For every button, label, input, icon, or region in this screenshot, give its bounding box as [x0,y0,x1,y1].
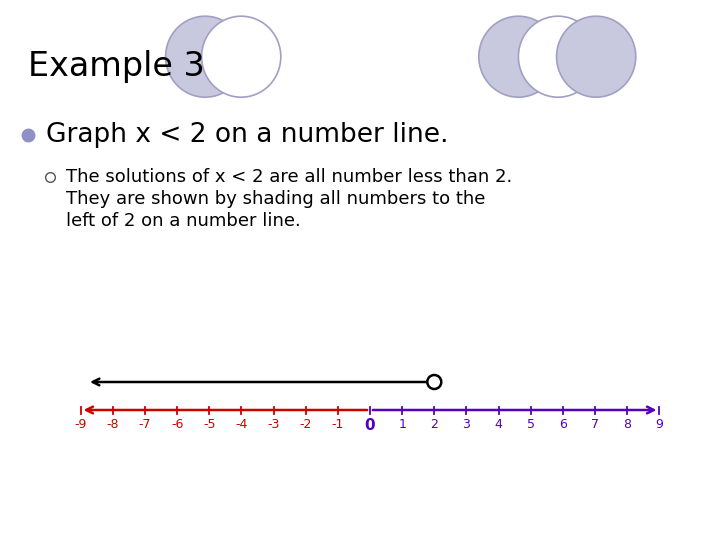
Text: -3: -3 [267,417,280,430]
Text: 7: 7 [591,417,599,430]
Text: -5: -5 [203,417,215,430]
Text: The solutions of x < 2 are all number less than 2.: The solutions of x < 2 are all number le… [66,168,512,186]
Ellipse shape [166,16,245,97]
Text: They are shown by shading all numbers to the: They are shown by shading all numbers to… [66,190,485,208]
Text: 3: 3 [462,417,470,430]
Text: -7: -7 [139,417,151,430]
Circle shape [427,375,441,389]
Text: 8: 8 [623,417,631,430]
Text: Example 3: Example 3 [28,50,204,83]
Text: -4: -4 [235,417,248,430]
Ellipse shape [479,16,558,97]
Text: left of 2 on a number line.: left of 2 on a number line. [66,212,301,230]
Text: -2: -2 [300,417,312,430]
Text: 4: 4 [495,417,503,430]
Text: -9: -9 [75,417,87,430]
Text: 2: 2 [431,417,438,430]
Text: 9: 9 [655,417,663,430]
Text: -8: -8 [107,417,119,430]
Text: 0: 0 [365,417,375,433]
Text: 1: 1 [398,417,406,430]
Ellipse shape [202,16,281,97]
Text: -6: -6 [171,417,184,430]
Text: -1: -1 [332,417,344,430]
Text: 6: 6 [559,417,567,430]
Ellipse shape [518,16,598,97]
Text: 5: 5 [527,417,535,430]
Text: Graph x < 2 on a number line.: Graph x < 2 on a number line. [46,122,449,148]
Ellipse shape [557,16,636,97]
